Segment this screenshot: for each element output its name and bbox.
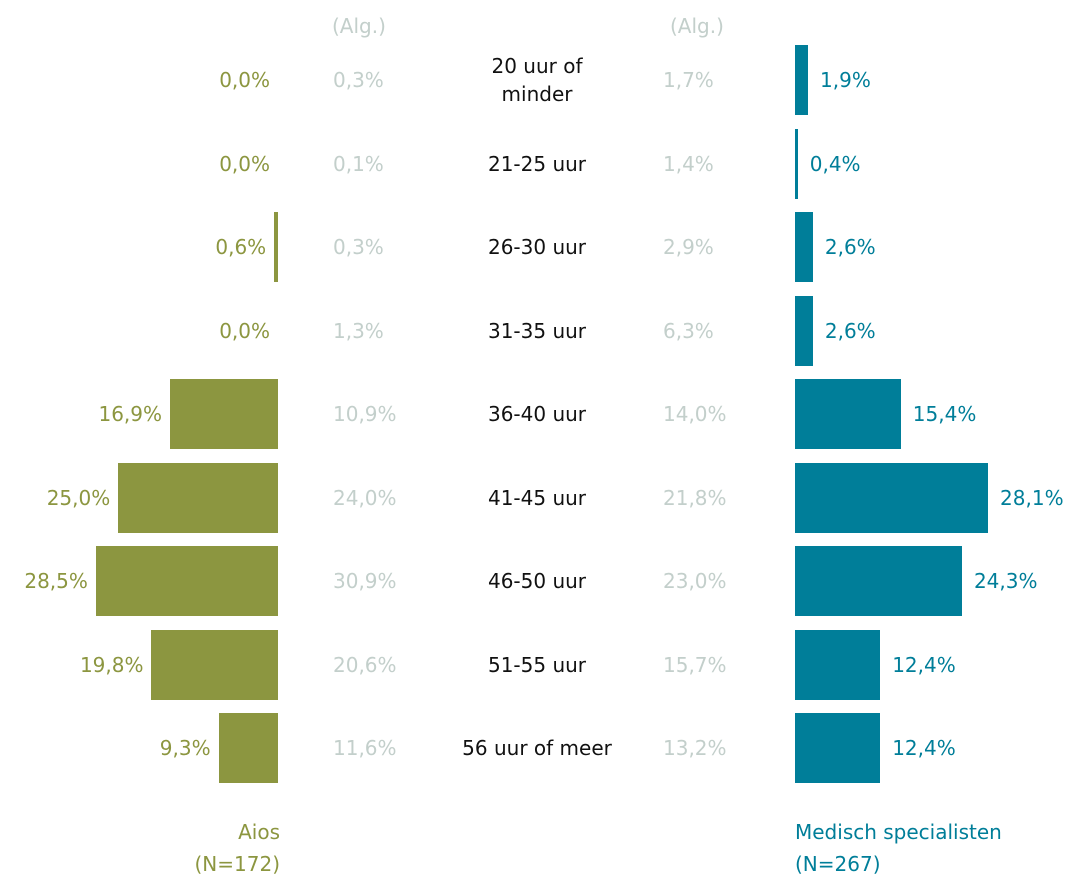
alg-value-right: 6,3% (663, 318, 714, 343)
value-label-left: 16,9% (98, 402, 163, 426)
value-label-right: 2,6% (824, 235, 876, 259)
category-label: 51-55 uur (487, 652, 587, 677)
category-label: 21-25 uur (487, 151, 587, 176)
category-label: 56 uur of meer (462, 736, 612, 760)
value-label-right: 28,1% (1000, 485, 1064, 510)
value-label-left: 25,0% (46, 485, 111, 510)
value-label-left: 9,3% (159, 736, 211, 760)
bar-right (795, 462, 989, 533)
alg-value-right: 1,4% (663, 151, 714, 176)
category-label: 20 uur of minder (491, 54, 583, 106)
bar-left (218, 713, 278, 783)
legend-left: Aios (238, 820, 280, 844)
alg-value-right: 13,2% (663, 736, 727, 760)
alg-header-right: (Alg.) (670, 14, 724, 38)
alg-header-left: (Alg.) (332, 14, 386, 38)
alg-value-left: 24,0% (333, 485, 397, 510)
bar-right (795, 212, 813, 282)
value-label-right: 0,4% (809, 151, 861, 176)
bar-right (795, 45, 809, 115)
alg-value-left: 0,1% (333, 151, 384, 176)
value-label-right: 1,9% (820, 68, 871, 92)
alg-value-right: 2,9% (663, 235, 714, 259)
bar-right (795, 128, 798, 199)
value-label-left: 0,0% (219, 318, 270, 343)
alg-value-left: 11,6% (333, 736, 397, 760)
alg-value-right: 14,0% (663, 402, 727, 426)
alg-value-left: 1,3% (333, 318, 384, 343)
bar-left (95, 546, 278, 616)
value-label-left: 0,6% (215, 235, 267, 259)
legend-right: Medisch specialisten (795, 820, 1002, 844)
value-label-right: 12,4% (892, 652, 956, 677)
bar-left (170, 379, 278, 449)
value-label-right: 2,6% (824, 318, 876, 343)
bar-left (118, 462, 278, 533)
alg-value-right: 21,8% (663, 485, 727, 510)
bar-right (795, 295, 813, 366)
alg-value-left: 10,9% (333, 402, 397, 426)
value-label-left: 0,0% (219, 68, 270, 92)
value-label-right: 15,4% (912, 402, 977, 426)
bar-left (151, 629, 278, 700)
legend-right-n: (N=267) (795, 852, 881, 876)
value-label-left: 28,5% (24, 569, 88, 593)
alg-value-left: 0,3% (333, 235, 384, 259)
category-label: 36-40 uur (487, 402, 587, 426)
alg-value-right: 23,0% (663, 569, 727, 593)
legend-left-n: (N=172) (194, 852, 281, 876)
category-label: 41-45 uur (487, 485, 587, 510)
alg-value-right: 1,7% (663, 68, 714, 92)
alg-value-left: 30,9% (333, 569, 397, 593)
bar-right (795, 713, 881, 783)
category-label: 26-30 uur (487, 235, 587, 259)
alg-value-left: 0,3% (333, 68, 384, 92)
alg-value-right: 15,7% (663, 652, 727, 677)
value-label-left: 0,0% (219, 151, 270, 176)
bar-right (795, 629, 881, 700)
value-label-right: 12,4% (892, 736, 956, 760)
bar-right (795, 546, 962, 616)
category-label: 31-35 uur (487, 318, 587, 343)
alg-value-left: 20,6% (333, 652, 397, 677)
bar-right (795, 379, 901, 449)
value-label-left: 19,8% (79, 652, 144, 677)
category-label: 46-50 uur (487, 569, 587, 593)
value-label-right: 24,3% (973, 569, 1038, 593)
bar-left (274, 212, 278, 282)
